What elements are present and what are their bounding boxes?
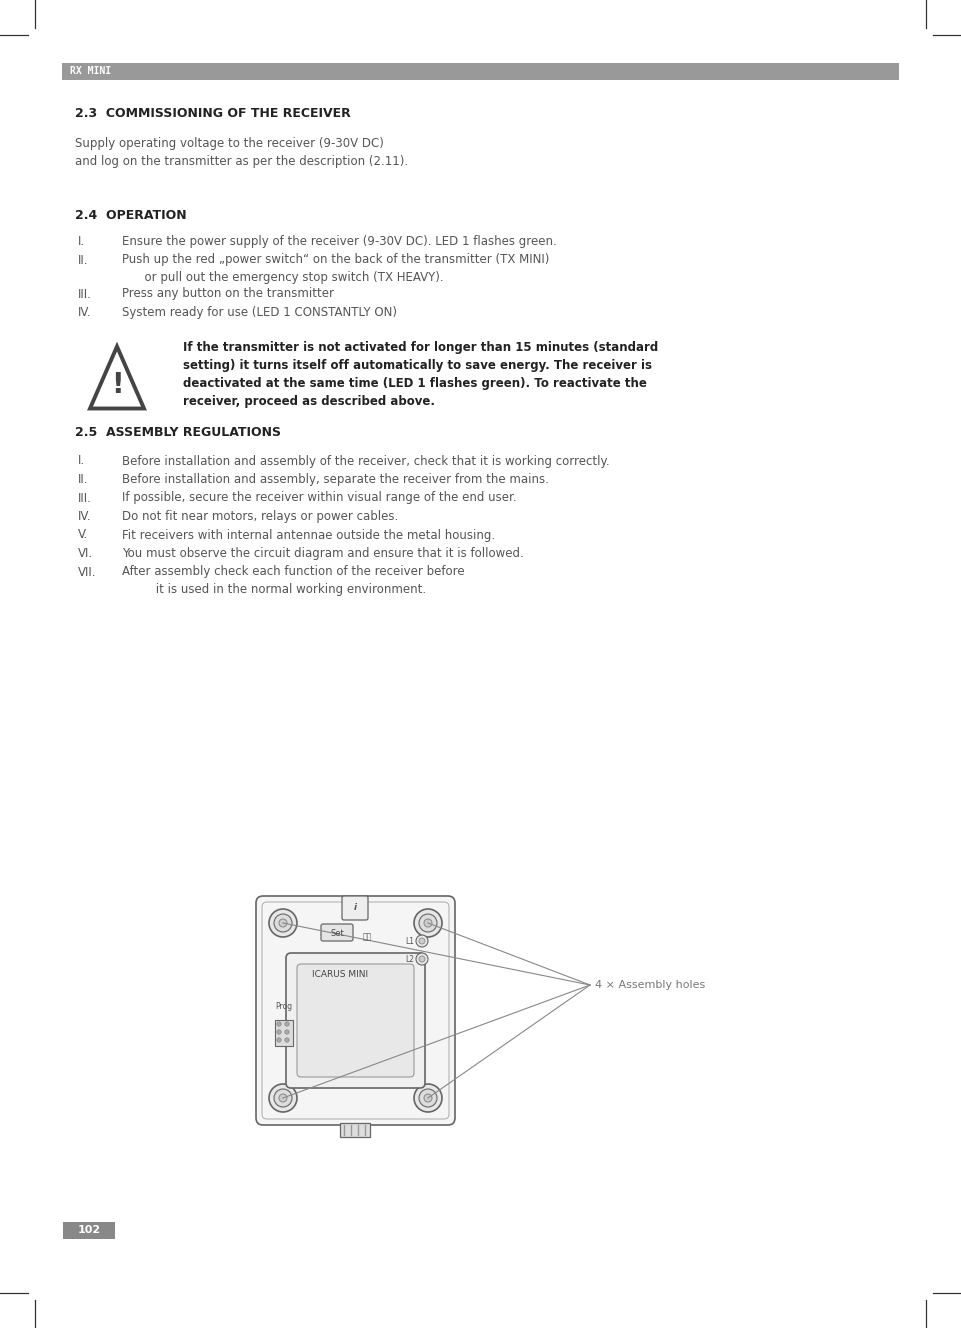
FancyBboxPatch shape <box>256 896 455 1125</box>
Text: 2.3  COMMISSIONING OF THE RECEIVER: 2.3 COMMISSIONING OF THE RECEIVER <box>75 108 351 120</box>
Text: L2: L2 <box>405 955 414 964</box>
Bar <box>275 1020 293 1046</box>
Circle shape <box>414 908 442 938</box>
Text: Before installation and assembly of the receiver, check that it is working corre: Before installation and assembly of the … <box>122 454 609 467</box>
Text: Supply operating voltage to the receiver (9-30V DC)
and log on the transmitter a: Supply operating voltage to the receiver… <box>75 137 408 169</box>
Circle shape <box>277 1021 282 1027</box>
Circle shape <box>416 935 428 947</box>
Circle shape <box>419 938 425 944</box>
Circle shape <box>419 914 437 932</box>
Circle shape <box>279 919 287 927</box>
Text: Do not fit near motors, relays or power cables.: Do not fit near motors, relays or power … <box>122 510 398 523</box>
FancyBboxPatch shape <box>286 954 425 1088</box>
Text: II.: II. <box>78 473 88 486</box>
Text: I.: I. <box>78 235 86 248</box>
Text: !: ! <box>111 371 123 398</box>
Circle shape <box>419 956 425 961</box>
Text: L1: L1 <box>405 936 414 946</box>
Text: V.: V. <box>78 529 88 542</box>
Text: System ready for use (LED 1 CONSTANTLY ON): System ready for use (LED 1 CONSTANTLY O… <box>122 305 397 319</box>
Text: III.: III. <box>78 287 92 300</box>
Circle shape <box>284 1029 289 1035</box>
Text: Press any button on the transmitter: Press any button on the transmitter <box>122 287 334 300</box>
Text: Prog: Prog <box>275 1003 292 1011</box>
Circle shape <box>279 1094 287 1102</box>
Text: 102: 102 <box>78 1224 101 1235</box>
Text: VI.: VI. <box>78 547 93 560</box>
Text: ICARUS MINI: ICARUS MINI <box>312 969 368 979</box>
Circle shape <box>274 1089 292 1108</box>
Text: Push up the red „power switch“ on the back of the transmitter (TX MINI)
      or: Push up the red „power switch“ on the ba… <box>122 254 550 284</box>
Bar <box>63 1222 115 1239</box>
Circle shape <box>274 914 292 932</box>
Circle shape <box>277 1029 282 1035</box>
Text: IV.: IV. <box>78 510 91 523</box>
Circle shape <box>277 1037 282 1042</box>
Circle shape <box>424 1094 432 1102</box>
Circle shape <box>424 919 432 927</box>
FancyBboxPatch shape <box>340 1123 370 1137</box>
FancyBboxPatch shape <box>342 896 368 920</box>
Text: Before installation and assembly, separate the receiver from the mains.: Before installation and assembly, separa… <box>122 473 549 486</box>
Text: ⒸⒺ: ⒸⒺ <box>362 932 372 942</box>
Text: RX MINI: RX MINI <box>70 66 111 77</box>
Text: 2.5  ASSEMBLY REGULATIONS: 2.5 ASSEMBLY REGULATIONS <box>75 426 281 440</box>
Circle shape <box>416 954 428 965</box>
Circle shape <box>419 1089 437 1108</box>
Text: III.: III. <box>78 491 92 505</box>
Bar <box>62 62 899 80</box>
Text: i: i <box>354 903 357 912</box>
Text: IV.: IV. <box>78 305 91 319</box>
Text: If possible, secure the receiver within visual range of the end user.: If possible, secure the receiver within … <box>122 491 517 505</box>
Text: II.: II. <box>78 254 88 267</box>
Text: If the transmitter is not activated for longer than 15 minutes (standard
setting: If the transmitter is not activated for … <box>183 340 658 408</box>
Text: 4 × Assembly holes: 4 × Assembly holes <box>595 980 705 989</box>
Text: You must observe the circuit diagram and ensure that it is followed.: You must observe the circuit diagram and… <box>122 547 524 560</box>
Text: Ensure the power supply of the receiver (9-30V DC). LED 1 flashes green.: Ensure the power supply of the receiver … <box>122 235 556 248</box>
Text: 2.4  OPERATION: 2.4 OPERATION <box>75 208 186 222</box>
Text: Set: Set <box>331 928 344 938</box>
Text: VII.: VII. <box>78 566 96 579</box>
Text: I.: I. <box>78 454 86 467</box>
Circle shape <box>269 908 297 938</box>
Circle shape <box>284 1037 289 1042</box>
Circle shape <box>284 1021 289 1027</box>
FancyBboxPatch shape <box>321 924 353 942</box>
Circle shape <box>269 1084 297 1112</box>
Circle shape <box>414 1084 442 1112</box>
Text: Fit receivers with internal antennae outside the metal housing.: Fit receivers with internal antennae out… <box>122 529 495 542</box>
Text: After assembly check each function of the receiver before
         it is used in: After assembly check each function of th… <box>122 566 464 596</box>
FancyBboxPatch shape <box>297 964 414 1077</box>
